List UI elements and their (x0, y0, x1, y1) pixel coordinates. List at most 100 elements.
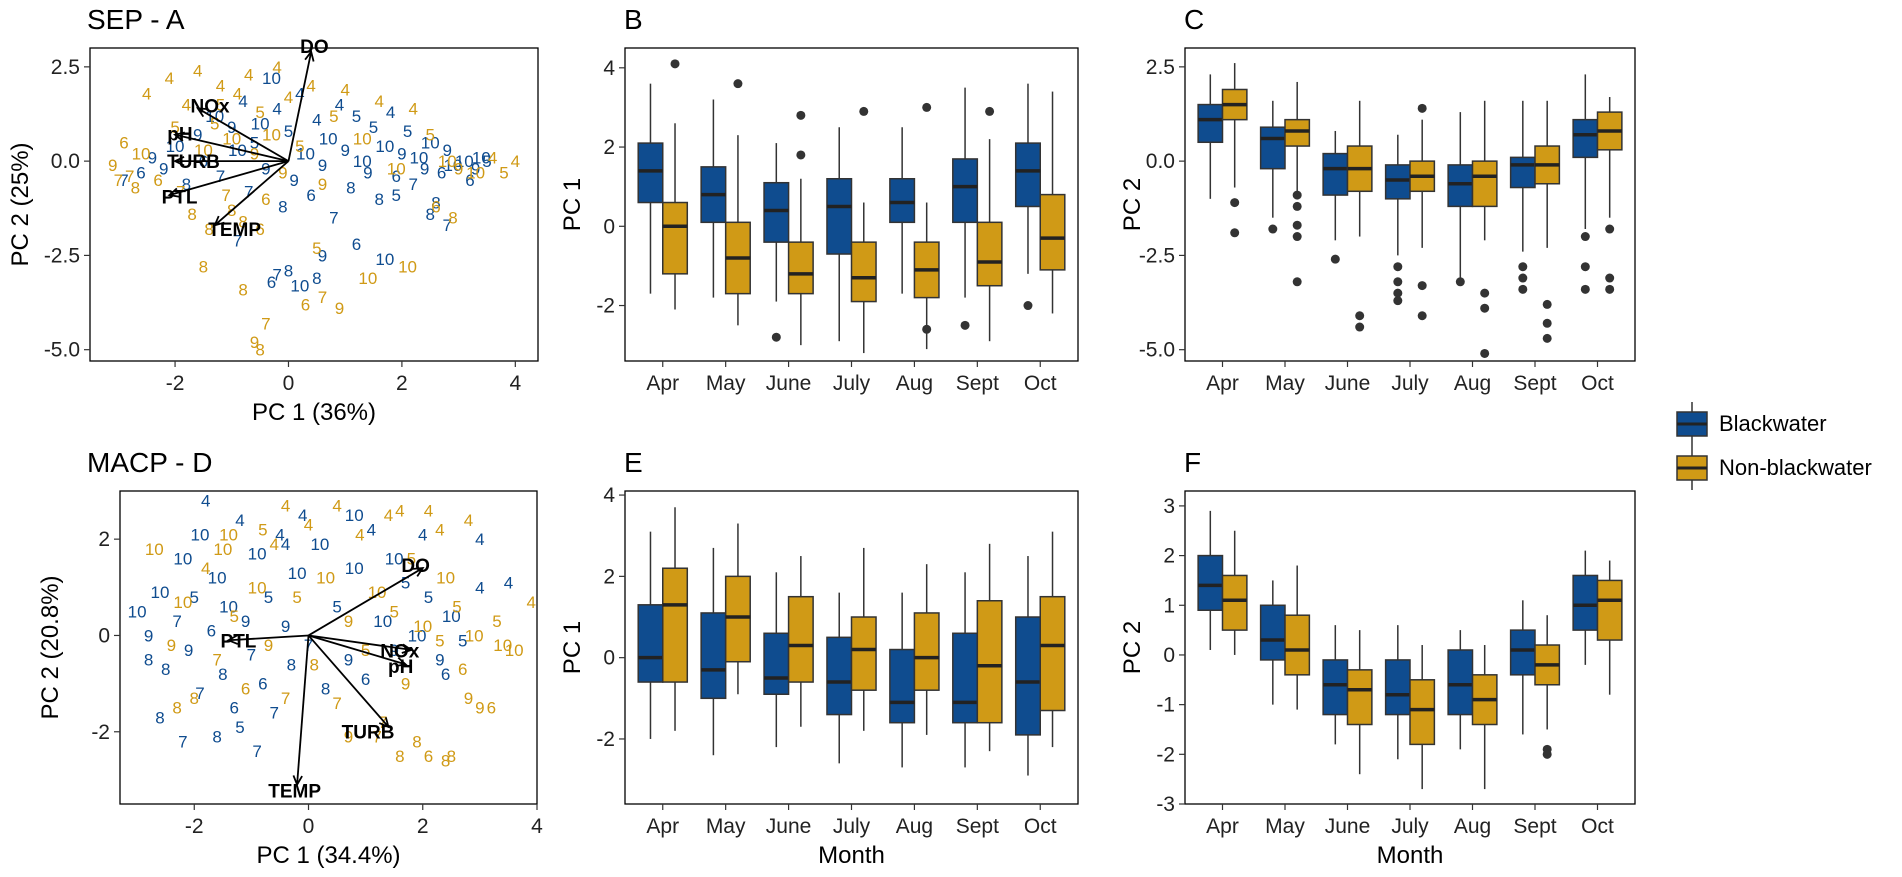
box-iqr (1384, 659, 1411, 716)
data-point-blackwater: 8 (278, 197, 287, 216)
box-may (700, 547, 727, 756)
data-point-blackwater: 5 (391, 186, 400, 205)
data-point-blackwater: 9 (148, 148, 157, 167)
outlier-point (985, 106, 995, 116)
box-june (1346, 100, 1373, 332)
box-iqr (763, 181, 790, 243)
data-point-blackwater: 5 (424, 588, 433, 607)
data-point-non_blackwater: 8 (238, 212, 247, 231)
loading-arrowhead (226, 634, 239, 645)
box-iqr (976, 221, 1003, 287)
data-point-blackwater: 4 (335, 96, 344, 115)
box-iqr (889, 177, 916, 224)
data-point-blackwater: 10 (290, 277, 309, 296)
data-point-non_blackwater: 6 (255, 220, 264, 239)
x-tick-label: July (1391, 815, 1429, 838)
data-point-blackwater: 9 (471, 160, 480, 179)
data-point-blackwater: 9 (159, 160, 168, 179)
data-point-non_blackwater: 4 (304, 516, 313, 535)
box-june (1346, 630, 1373, 775)
data-point-non_blackwater: 10 (465, 626, 484, 645)
data-point-non_blackwater: 9 (344, 728, 353, 747)
box-apr (1221, 63, 1248, 238)
loading-vector (287, 51, 313, 162)
box-july (826, 127, 853, 342)
y-axis-label: PC 1 (559, 621, 586, 674)
box-sept (1534, 615, 1561, 759)
box-apr (637, 531, 664, 739)
data-point-blackwater: 8 (155, 708, 164, 727)
box-oct (1572, 74, 1599, 294)
outlier-point (1605, 224, 1615, 234)
box-iqr (700, 612, 727, 700)
box-aug (889, 592, 916, 768)
data-point-blackwater: 5 (235, 718, 244, 737)
data-point-non_blackwater: 7 (378, 713, 387, 732)
box-iqr (637, 604, 664, 683)
data-point-blackwater: 7 (172, 612, 181, 631)
x-tick-label: 2 (396, 372, 408, 395)
data-point-non_blackwater: 10 (398, 258, 417, 277)
data-point-blackwater: 7 (269, 704, 278, 723)
data-point-blackwater: 5 (250, 133, 259, 152)
loading-arrowhead (292, 775, 303, 787)
y-tick-label: 2 (603, 565, 615, 588)
data-point-non_blackwater: 7 (125, 167, 134, 186)
data-point-non_blackwater: 7 (212, 651, 221, 670)
data-point-blackwater: 10 (385, 549, 404, 568)
data-point-non_blackwater: 8 (395, 747, 404, 766)
box-oct (1039, 531, 1066, 748)
box-iqr (1014, 142, 1042, 208)
loading-arrowhead (213, 215, 225, 227)
loading-label: pH (388, 657, 413, 678)
data-point-blackwater: 10 (345, 506, 364, 525)
box-may (700, 99, 727, 298)
legend-label: Non-blackwater (1719, 455, 1872, 480)
box-aug (913, 564, 940, 735)
data-point-non_blackwater: 5 (492, 612, 501, 631)
y-tick-label: -3 (1156, 793, 1175, 816)
data-point-blackwater: 8 (218, 665, 227, 684)
loading-label: PTL (162, 188, 198, 209)
y-tick-label: 2 (98, 528, 110, 551)
loading-label: pH (167, 124, 192, 145)
data-point-non_blackwater: 8 (448, 209, 457, 228)
data-point-non_blackwater: 10 (358, 269, 377, 288)
loading-label: TEMP (268, 782, 321, 803)
panel-B: -2 0 2 4 Apr May June July Aug Sept Oct B PC 1 (559, 4, 1079, 395)
data-point-blackwater: 4 (418, 525, 427, 544)
y-tick-label: 2 (1163, 545, 1175, 568)
data-point-blackwater: 5 (284, 122, 293, 141)
x-tick-label: July (833, 815, 871, 838)
data-point-non_blackwater: 8 (199, 258, 208, 277)
data-point-blackwater: 6 (437, 163, 446, 182)
data-point-non_blackwater: 4 (374, 92, 383, 111)
box-iqr (826, 177, 853, 255)
data-point-blackwater: 4 (272, 99, 281, 118)
data-point-non_blackwater: 6 (261, 190, 270, 209)
data-point-blackwater: 9 (318, 156, 327, 175)
data-point-blackwater: 5 (332, 598, 341, 617)
y-axis-label: PC 2 (20.8%) (37, 575, 64, 719)
data-point-non_blackwater: 4 (435, 521, 444, 540)
box-iqr (1447, 164, 1474, 208)
data-point-non_blackwater: 9 (335, 299, 344, 318)
box-iqr (1039, 193, 1066, 271)
data-point-blackwater: 4 (201, 492, 210, 511)
data-point-non_blackwater: 8 (172, 699, 181, 718)
x-tick-label: July (833, 372, 871, 395)
data-point-blackwater: 10 (409, 148, 428, 167)
outlier-point (1230, 228, 1240, 238)
y-axis-label: PC 2 (25%) (7, 142, 34, 266)
data-point-blackwater: 6 (391, 167, 400, 186)
y-tick-label: 0.0 (51, 150, 80, 173)
data-point-blackwater: 9 (289, 171, 298, 190)
loading-label: TEMP (208, 220, 261, 241)
outlier-point (771, 332, 781, 342)
x-axis-label: Month (1377, 842, 1444, 869)
data-point-non_blackwater: 4 (395, 501, 404, 520)
outlier-point (1393, 296, 1403, 306)
data-point-non_blackwater: 7 (372, 728, 381, 747)
data-point-blackwater: 7 (178, 732, 187, 751)
x-tick-label: Aug (896, 815, 933, 838)
